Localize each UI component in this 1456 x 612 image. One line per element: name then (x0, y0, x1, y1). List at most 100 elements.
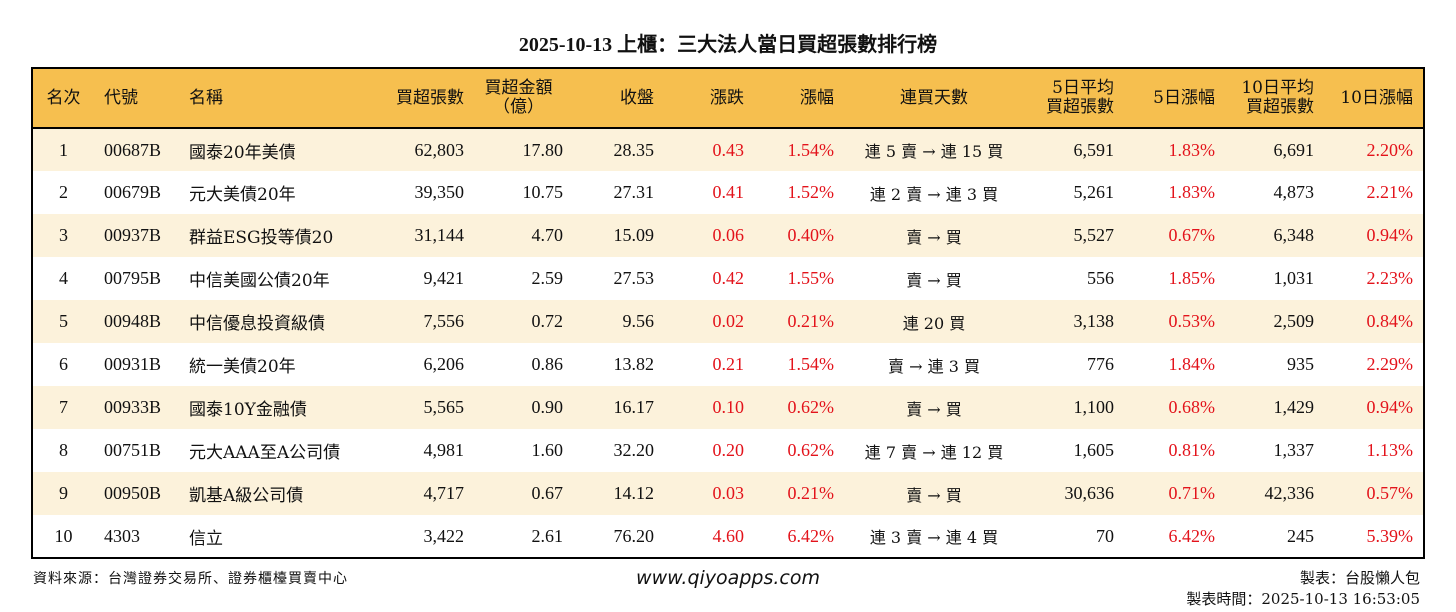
cell-rank: 1 (59, 139, 68, 160)
cell-change: 0.10 (712, 397, 745, 417)
cell-streak: 連 3 賣 → 連 4 買 (869, 528, 999, 547)
header-avg10-line2: 買超張數 (1246, 97, 1314, 117)
cell-pct5: 0.68% (1168, 397, 1216, 417)
page-title: 2025-10-13 上櫃：三大法人當日買超張數排行榜 (518, 34, 938, 56)
cell-rank: 2 (59, 182, 68, 202)
cell-avg10: 42,336 (1264, 483, 1315, 503)
cell-net-buy: 6,206 (423, 354, 465, 374)
cell-close: 27.31 (613, 182, 655, 202)
cell-avg5: 776 (1087, 354, 1114, 374)
cell-pct: 1.54% (787, 354, 835, 374)
cell-net-buy: 7,556 (423, 311, 465, 331)
table-row: 3 00937B 群益ESG投等債20 31,144 4.70 15.09 0.06 0.40… (32, 214, 1424, 257)
cell-avg10: 4,873 (1273, 182, 1315, 202)
cell-code: 00933B (104, 397, 162, 417)
header-avg5-line1: 5日平均 (1052, 78, 1114, 98)
cell-code: 00687B (104, 139, 162, 160)
table-row: 2 00679B 元大美債20年 39,350 10.75 27.31 0.41 1.52% 連… (32, 171, 1424, 214)
cell-pct5: 1.84% (1168, 354, 1216, 374)
cell-code: 00795B (104, 268, 162, 288)
cell-avg10: 1,031 (1273, 268, 1315, 288)
cell-pct5: 6.42% (1168, 525, 1216, 546)
cell-streak: 賣 → 買 (906, 485, 962, 505)
header-pct10: 10日漲幅 (1340, 87, 1413, 108)
cell-rank: 3 (59, 225, 68, 245)
cell-net-buy: 4,717 (423, 483, 465, 503)
cell-avg10: 6,691 (1273, 139, 1315, 160)
cell-code: 00931B (104, 354, 162, 374)
cell-avg10: 245 (1287, 525, 1314, 546)
cell-change: 0.20 (712, 440, 745, 460)
cell-pct: 6.42% (787, 525, 835, 546)
cell-avg5: 5,527 (1073, 225, 1115, 245)
header-pct5: 5日漲幅 (1153, 87, 1215, 108)
cell-pct: 1.52% (787, 182, 835, 202)
cell-pct: 1.55% (787, 268, 835, 288)
cell-avg5: 30,636 (1064, 483, 1115, 503)
cell-streak: 連 2 賣 → 連 3 買 (869, 184, 999, 204)
cell-close: 28.35 (613, 139, 655, 160)
cell-change: 0.42 (712, 268, 745, 288)
cell-pct: 0.40% (787, 225, 835, 245)
header-avg10: 10日平均 買超張數 (1225, 68, 1324, 128)
cell-pct5: 0.81% (1168, 440, 1216, 460)
cell-change: 0.43 (712, 139, 745, 160)
cell-avg5: 3,138 (1073, 311, 1115, 331)
cell-close: 16.17 (613, 397, 655, 417)
table-row: 4 00795B 中信美國公債20年 9,421 2.59 27.53 0.42 1.55% 賣… (32, 257, 1424, 300)
cell-avg5: 6,591 (1073, 139, 1115, 160)
cell-rank: 5 (59, 311, 68, 331)
table-row: 9 00950B 凱基A級公司債 4,717 0.67 14.12 0.03 0.21% 賣 →… (32, 472, 1424, 515)
cell-close: 27.53 (613, 268, 655, 288)
cell-pct10: 5.39% (1366, 525, 1414, 546)
cell-amount: 2.59 (531, 268, 564, 288)
cell-name: 國泰10Y金融債 (189, 400, 307, 420)
cell-change: 0.21 (712, 354, 745, 374)
table-row: 6 00931B 統一美債20年 6,206 0.86 13.82 0.21 1.54% 賣 →… (32, 343, 1424, 386)
cell-streak: 賣 → 連 3 買 (888, 356, 980, 376)
cell-net-buy: 39,350 (414, 182, 465, 202)
data-source: 資料來源：台灣證券交易所、證券櫃檯買賣中心 (33, 571, 348, 587)
cell-amount: 0.67 (531, 483, 564, 503)
cell-pct10: 0.94% (1366, 225, 1414, 245)
header-net-buy: 買超張數 (396, 87, 464, 108)
cell-avg10: 1,337 (1273, 440, 1315, 460)
cell-code: 4303 (104, 525, 140, 546)
cell-name: 元大美債20年 (189, 185, 296, 205)
cell-avg10: 935 (1287, 354, 1314, 374)
cell-pct: 0.21% (787, 483, 835, 503)
cell-name: 信立 (189, 528, 223, 549)
cell-avg5: 556 (1087, 268, 1114, 288)
header-avg5-line2: 買超張數 (1046, 97, 1114, 117)
cell-avg10: 2,509 (1273, 311, 1315, 331)
cell-pct10: 2.29% (1366, 354, 1414, 374)
cell-pct10: 0.84% (1366, 311, 1414, 331)
made-by: 製表：台股懶人包 (1299, 569, 1420, 587)
cell-pct10: 0.57% (1366, 483, 1414, 503)
cell-avg5: 5,261 (1073, 182, 1115, 202)
cell-pct: 0.21% (787, 311, 835, 331)
cell-rank: 9 (59, 483, 68, 503)
cell-avg5: 1,100 (1073, 397, 1115, 417)
cell-streak: 賣 → 買 (906, 399, 962, 419)
table-row: 5 00948B 中信優息投資級債 7,556 0.72 9.56 0.02 0.21% 連 2… (32, 300, 1424, 343)
cell-rank: 8 (59, 440, 68, 460)
cell-net-buy: 5,565 (423, 397, 465, 417)
cell-pct5: 0.71% (1168, 483, 1216, 503)
cell-amount: 17.80 (522, 139, 564, 160)
header-close: 收盤 (620, 87, 654, 108)
cell-close: 13.82 (613, 354, 655, 374)
cell-pct10: 1.13% (1366, 440, 1414, 460)
cell-code: 00679B (104, 182, 162, 202)
cell-code: 00937B (104, 225, 162, 245)
header-change: 漲跌 (710, 87, 744, 108)
cell-name: 國泰20年美債 (189, 142, 296, 163)
cell-amount: 1.60 (531, 440, 564, 460)
website-url[interactable]: www.qiyoapps.com (636, 567, 820, 589)
cell-pct5: 0.53% (1168, 311, 1216, 331)
cell-pct10: 0.94% (1366, 397, 1414, 417)
cell-pct10: 2.20% (1366, 139, 1414, 160)
cell-streak: 連 7 賣 → 連 12 買 (864, 442, 1004, 462)
cell-name: 凱基A級公司債 (189, 486, 304, 506)
cell-close: 76.20 (613, 525, 655, 546)
